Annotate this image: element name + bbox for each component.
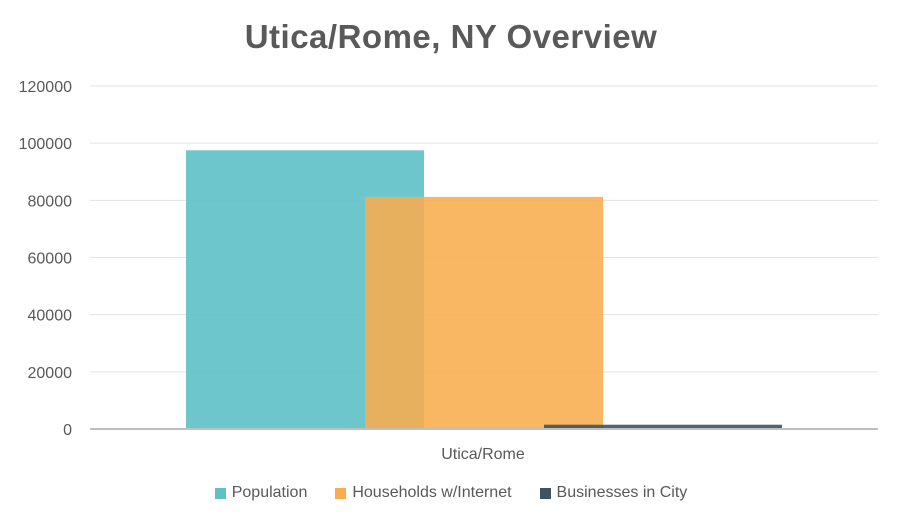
chart-legend: Population Households w/Internet Busines…: [0, 484, 902, 502]
legend-swatch-population: [214, 487, 226, 499]
y-tick-label: 40000: [28, 308, 73, 325]
bar-businesses-in-city: [544, 424, 782, 429]
chart-title: Utica/Rome, NY Overview: [244, 18, 658, 55]
chart-plot: 0 20000 40000 60000 80000 100000 120000 Utica/R…: [19, 79, 878, 463]
y-tick-label: 60000: [28, 251, 73, 268]
legend-label-businesses: Businesses in City: [556, 484, 688, 501]
legend-label-households: Households w/Internet: [352, 484, 512, 501]
y-tick-label: 120000: [19, 79, 72, 96]
legend-swatch-households: [335, 487, 347, 499]
bar-households-w-internet: [365, 196, 603, 429]
legend-item-households: Households w/Internet: [335, 484, 512, 502]
x-tick-label: Utica/Rome: [441, 446, 525, 463]
legend-swatch-businesses: [539, 487, 551, 499]
legend-item-businesses: Businesses in City: [539, 484, 688, 502]
y-tick-label: 20000: [28, 365, 73, 382]
y-tick-label: 80000: [28, 193, 73, 210]
y-tick-label: 0: [63, 422, 72, 439]
legend-item-population: Population: [214, 484, 308, 502]
legend-label-population: Population: [231, 484, 308, 501]
y-tick-label: 100000: [19, 136, 72, 153]
